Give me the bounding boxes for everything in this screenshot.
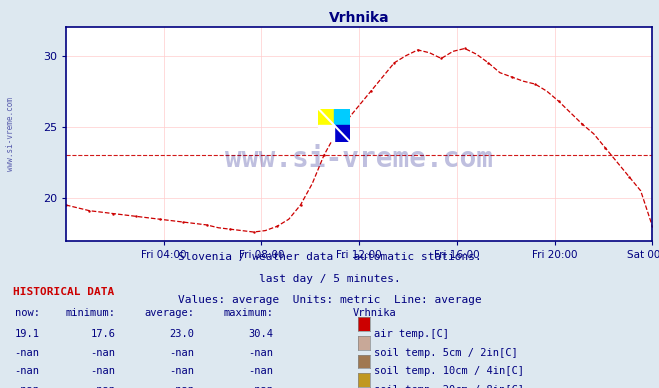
Text: -nan: -nan <box>248 348 273 358</box>
Text: 17.6: 17.6 <box>90 329 115 339</box>
Polygon shape <box>334 125 350 142</box>
Text: 23.0: 23.0 <box>169 329 194 339</box>
Text: -nan: -nan <box>90 366 115 376</box>
Text: -nan: -nan <box>248 385 273 388</box>
Text: -nan: -nan <box>248 366 273 376</box>
Title: Vrhnika: Vrhnika <box>329 10 389 24</box>
Text: last day / 5 minutes.: last day / 5 minutes. <box>258 274 401 284</box>
Text: soil temp. 5cm / 2in[C]: soil temp. 5cm / 2in[C] <box>374 348 518 358</box>
Text: Values: average  Units: metric  Line: average: Values: average Units: metric Line: aver… <box>178 295 481 305</box>
Text: -nan: -nan <box>169 366 194 376</box>
Text: -nan: -nan <box>169 385 194 388</box>
Text: soil temp. 20cm / 8in[C]: soil temp. 20cm / 8in[C] <box>374 385 525 388</box>
Text: -nan: -nan <box>90 348 115 358</box>
Text: -nan: -nan <box>14 385 40 388</box>
Text: now:: now: <box>14 308 40 319</box>
Text: -nan: -nan <box>169 348 194 358</box>
Text: maximum:: maximum: <box>223 308 273 319</box>
Text: www.si-vreme.com: www.si-vreme.com <box>6 97 15 171</box>
Text: HISTORICAL DATA: HISTORICAL DATA <box>13 287 115 297</box>
Text: Slovenia / weather data - automatic stations.: Slovenia / weather data - automatic stat… <box>178 252 481 262</box>
Polygon shape <box>318 109 334 125</box>
Text: minimum:: minimum: <box>65 308 115 319</box>
Text: soil temp. 10cm / 4in[C]: soil temp. 10cm / 4in[C] <box>374 366 525 376</box>
Text: -nan: -nan <box>14 348 40 358</box>
Text: 19.1: 19.1 <box>14 329 40 339</box>
Text: air temp.[C]: air temp.[C] <box>374 329 449 339</box>
Polygon shape <box>334 109 350 125</box>
Text: Vrhnika: Vrhnika <box>353 308 396 319</box>
Text: www.si-vreme.com: www.si-vreme.com <box>225 146 493 173</box>
Text: average:: average: <box>144 308 194 319</box>
Text: 30.4: 30.4 <box>248 329 273 339</box>
Text: -nan: -nan <box>14 366 40 376</box>
Polygon shape <box>318 125 334 142</box>
Text: -nan: -nan <box>90 385 115 388</box>
